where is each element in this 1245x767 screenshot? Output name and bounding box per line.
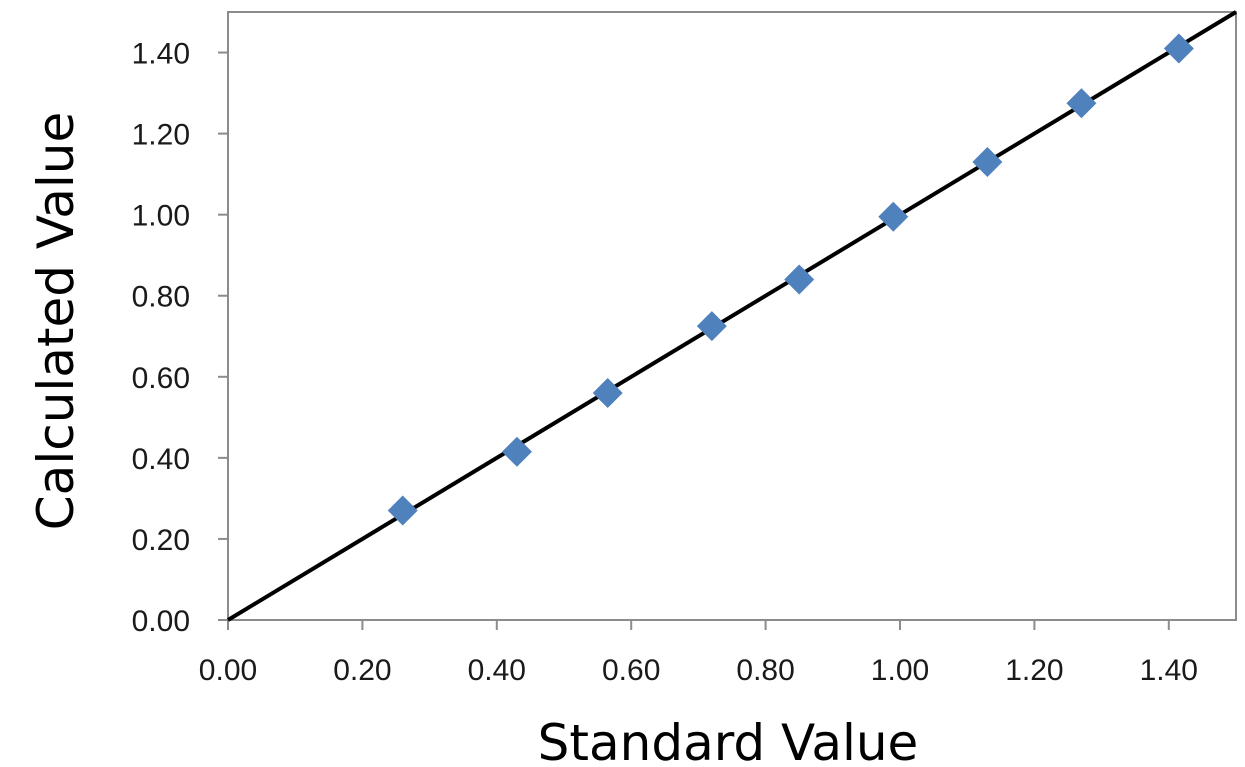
data-points [387,33,1194,526]
x-tick-label: 1.40 [1140,654,1198,687]
data-point-diamond [972,146,1003,177]
x-tick-label: 1.20 [1005,654,1063,687]
y-tick-label: 0.20 [132,524,190,557]
x-tick-label: 0.60 [602,654,660,687]
y-tick-label: 0.60 [132,362,190,395]
y-axis-ticks: 0.00 0.20 0.40 0.60 0.80 1.00 1.20 1.40 [132,38,228,638]
y-tick-label: 0.00 [132,605,190,638]
plot-frame [227,11,1237,621]
x-axis-title: Standard Value [538,714,919,767]
data-point-diamond [696,311,727,342]
y-tick-label: 1.20 [132,119,190,152]
y-tick-label: 0.40 [132,443,190,476]
x-tick-label: 0.80 [736,654,794,687]
data-point-diamond [1066,88,1097,119]
x-tick-label: 1.00 [871,654,929,687]
data-point-diamond [878,201,909,232]
y-tick-label: 1.40 [132,38,190,71]
y-tick-label: 0.80 [132,281,190,314]
plot-area [227,11,1237,621]
x-tick-label: 0.40 [468,654,526,687]
data-point-diamond [501,436,532,467]
data-point-diamond [784,264,815,295]
data-point-diamond [592,378,623,409]
data-point-diamond [387,495,418,526]
x-tick-label: 0.00 [199,654,257,687]
x-axis-ticks: 0.00 0.20 0.40 0.60 0.80 1.00 1.20 1.40 [199,620,1198,687]
data-point-diamond [1163,33,1194,64]
x-tick-label: 0.20 [333,654,391,687]
y-axis-title: Calculated Value [27,112,85,530]
y-tick-label: 1.00 [132,200,190,233]
